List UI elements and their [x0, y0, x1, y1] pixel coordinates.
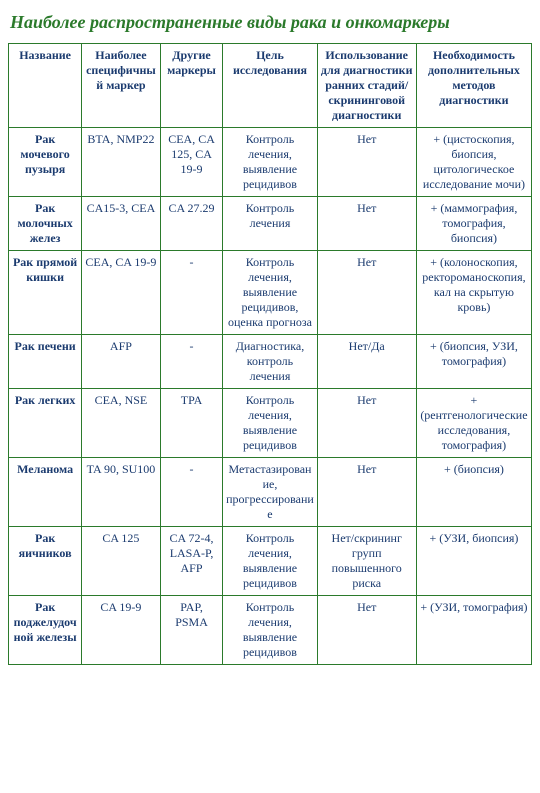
cell-others: CA 27.29	[160, 197, 223, 251]
cell-marker: BTA, NMP22	[82, 128, 160, 197]
cell-marker: TA 90, SU100	[82, 458, 160, 527]
cell-screening: Нет	[317, 251, 416, 335]
cell-name: Рак прямой кишки	[9, 251, 82, 335]
cell-marker: AFP	[82, 335, 160, 389]
table-row: Рак поджелудочной железыCA 19-9PAP, PSMA…	[9, 596, 532, 665]
cell-additional: + (рентгенологические исследования, томо…	[416, 389, 531, 458]
table-row: Рак молочных железCA15-3, CEACA 27.29Кон…	[9, 197, 532, 251]
cell-name: Рак молочных желез	[9, 197, 82, 251]
cell-screening: Нет/скрининг групп повышенного риска	[317, 527, 416, 596]
cell-name: Рак легких	[9, 389, 82, 458]
cell-additional: + (УЗИ, биопсия)	[416, 527, 531, 596]
table-row: Рак яичниковCA 125CA 72-4, LASA-P, AFPКо…	[9, 527, 532, 596]
col-header: Использование для диагностики ранних ста…	[317, 44, 416, 128]
cell-others: CEA, CA 125, CA 19-9	[160, 128, 223, 197]
cell-purpose: Контроль лечения, выявление рецидивов, о…	[223, 251, 317, 335]
table-row: Рак мочевого пузыряBTA, NMP22CEA, CA 125…	[9, 128, 532, 197]
cell-others: TPA	[160, 389, 223, 458]
cell-purpose: Метастазирование, прогрессирование	[223, 458, 317, 527]
cell-others: -	[160, 458, 223, 527]
table-row: Рак прямой кишкиCEA, CA 19-9-Контроль ле…	[9, 251, 532, 335]
cell-additional: + (маммография, томография, биопсия)	[416, 197, 531, 251]
cell-screening: Нет	[317, 458, 416, 527]
cell-others: PAP, PSMA	[160, 596, 223, 665]
col-header: Наиболее специфичный маркер	[82, 44, 160, 128]
cell-additional: + (биопсия)	[416, 458, 531, 527]
col-header: Название	[9, 44, 82, 128]
cell-marker: CEA, CA 19-9	[82, 251, 160, 335]
table-row: Рак легкихCEA, NSETPAКонтроль лечения, в…	[9, 389, 532, 458]
cell-name: Рак мочевого пузыря	[9, 128, 82, 197]
cell-screening: Нет	[317, 596, 416, 665]
cell-purpose: Контроль лечения, выявление рецидивов	[223, 389, 317, 458]
table-row: МеланомаTA 90, SU100-Метастазирование, п…	[9, 458, 532, 527]
cell-name: Рак печени	[9, 335, 82, 389]
cell-marker: CA15-3, CEA	[82, 197, 160, 251]
cell-marker: CA 19-9	[82, 596, 160, 665]
cell-marker: CEA, NSE	[82, 389, 160, 458]
cell-purpose: Контроль лечения, выявление рецидивов	[223, 527, 317, 596]
cell-purpose: Диагностика, контроль лечения	[223, 335, 317, 389]
col-header: Необходимость дополнительных методов диа…	[416, 44, 531, 128]
cancer-markers-table: Название Наиболее специфичный маркер Дру…	[8, 43, 532, 665]
cell-purpose: Контроль лечения, выявление рецидивов	[223, 596, 317, 665]
cell-additional: + (биопсия, УЗИ, томография)	[416, 335, 531, 389]
cell-name: Рак яичников	[9, 527, 82, 596]
cell-others: -	[160, 251, 223, 335]
cell-additional: + (цистоскопия, биопсия, цитологическое …	[416, 128, 531, 197]
page-title: Наиболее распространенные виды рака и он…	[10, 12, 530, 33]
cell-additional: + (колоноскопия, ректороманоскопия, кал …	[416, 251, 531, 335]
cell-marker: CA 125	[82, 527, 160, 596]
cell-name: Рак поджелудочной железы	[9, 596, 82, 665]
table-header-row: Название Наиболее специфичный маркер Дру…	[9, 44, 532, 128]
cell-others: -	[160, 335, 223, 389]
cell-name: Меланома	[9, 458, 82, 527]
col-header: Другие маркеры	[160, 44, 223, 128]
table-row: Рак печениAFP-Диагностика, контроль лече…	[9, 335, 532, 389]
col-header: Цель исследования	[223, 44, 317, 128]
cell-additional: + (УЗИ, томография)	[416, 596, 531, 665]
cell-screening: Нет	[317, 197, 416, 251]
cell-others: CA 72-4, LASA-P, AFP	[160, 527, 223, 596]
cell-screening: Нет	[317, 128, 416, 197]
cell-screening: Нет/Да	[317, 335, 416, 389]
cell-purpose: Контроль лечения	[223, 197, 317, 251]
cell-screening: Нет	[317, 389, 416, 458]
cell-purpose: Контроль лечения, выявление рецидивов	[223, 128, 317, 197]
